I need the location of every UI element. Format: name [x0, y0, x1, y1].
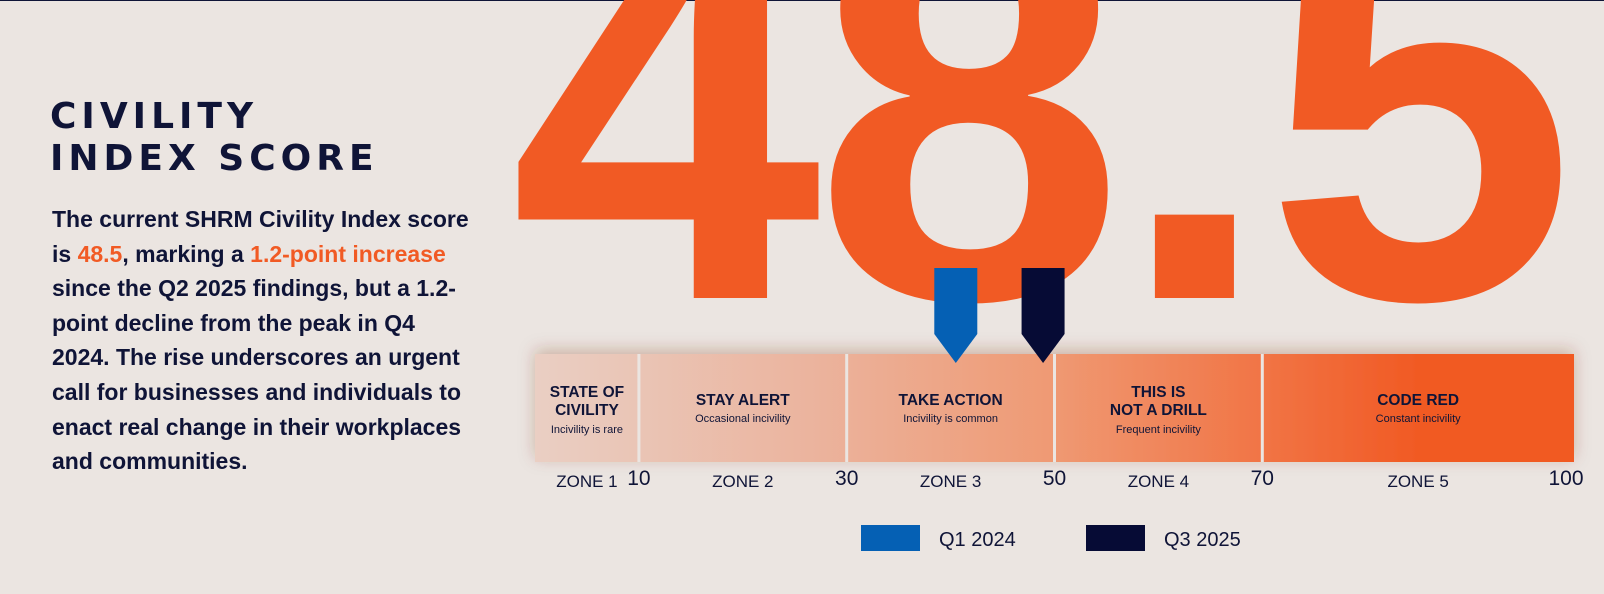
zone-4-name: NOT A DRILL [1110, 402, 1207, 419]
legend-label-q1-2024: Q1 2024 [939, 529, 1016, 551]
tick-label-50: 50 [1043, 467, 1066, 490]
legend-swatch-q3-2025 [1086, 525, 1145, 551]
zone-5-label: ZONE 5 [1387, 472, 1448, 491]
summary-score: 48.5 [77, 240, 123, 267]
tick-label-10: 10 [627, 467, 650, 490]
summary-increase: 1.2-point increase [250, 240, 446, 267]
zone-2-label: ZONE 2 [712, 472, 773, 491]
top-border-line [0, 0, 1604, 1]
summary-text-3: since the Q2 2025 findings, but a 1.2-po… [52, 275, 462, 475]
page-title: CIVILITY INDEX SCORE [50, 96, 379, 180]
zone-divider [637, 354, 641, 462]
zone-2-name: STAY ALERT [696, 392, 790, 409]
zone-divider [845, 354, 849, 462]
legend-label-q3-2025: Q3 2025 [1164, 529, 1241, 551]
tick-label-70: 70 [1251, 467, 1274, 490]
zone-1-label: ZONE 1 [556, 472, 617, 491]
zone-1-description: Incivility is rare [551, 424, 623, 436]
zone-divider [1260, 354, 1264, 462]
zone-2-description: Occasional incivility [695, 413, 791, 425]
marker-q3-2025 [1021, 268, 1065, 363]
summary-text-2: , marking a [122, 240, 251, 267]
summary-text-1: The current SHRM Civility Index score is [52, 206, 469, 267]
legend-swatch-q1-2024 [861, 525, 920, 551]
zone-3-description: Incivility is common [903, 413, 998, 425]
zone-1-name: CIVILITY [555, 402, 619, 419]
zone-3-name: TAKE ACTION [899, 392, 1003, 409]
tick-label-100: 100 [1548, 467, 1583, 490]
zone-4-label: ZONE 4 [1128, 472, 1189, 491]
title-line-1: CIVILITY [50, 96, 259, 137]
zone-divider [1053, 354, 1056, 462]
zone-3-label: ZONE 3 [920, 472, 981, 491]
zone-4-name: THIS IS [1131, 384, 1185, 401]
zone-1-name: STATE OF [550, 384, 624, 401]
title-line-2: INDEX SCORE [50, 138, 379, 179]
marker-q1-2024 [934, 268, 978, 363]
tick-label-30: 30 [835, 467, 858, 490]
zone-4-description: Frequent incivility [1116, 424, 1201, 436]
zone-5-description: Constant incivility [1376, 413, 1461, 425]
summary-paragraph: The current SHRM Civility Index score is… [52, 202, 472, 479]
zone-5-name: CODE RED [1377, 392, 1459, 409]
